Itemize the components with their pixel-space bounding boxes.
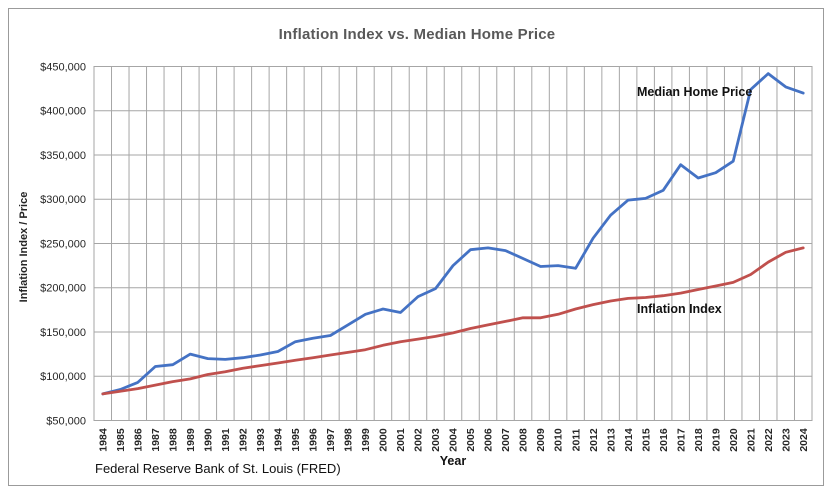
x-tick-label: 1993	[255, 428, 267, 452]
x-axis-title: Year	[439, 454, 467, 468]
series-line-median-home-price	[101, 72, 805, 396]
x-tick-label: 2007	[500, 428, 512, 452]
x-tick-label: 2012	[588, 428, 600, 452]
x-tick-label: 1997	[325, 428, 337, 452]
x-tick-label: 2010	[553, 428, 565, 452]
y-tick-label: $50,000	[46, 415, 86, 427]
y-tick-label: $400,000	[40, 106, 86, 118]
x-tick-label: 1994	[273, 428, 285, 452]
x-tick-label: 2015	[640, 428, 652, 452]
y-axis-title: Inflation Index / Price	[18, 191, 30, 303]
x-tick-label: 2006	[483, 428, 495, 452]
x-tick-label: 2008	[518, 428, 530, 452]
x-tick-labels: 1984 1985 1986 1987 1988 1989 1990 1991 1992 1993…	[97, 428, 809, 452]
x-tick-label: 2000	[378, 428, 390, 452]
x-tick-label: 1995	[290, 428, 302, 452]
chart-outer-border	[8, 8, 824, 486]
x-tick-label: 1989	[185, 428, 197, 452]
y-tick-label: $300,000	[40, 194, 86, 206]
x-tick-label: 2023	[780, 428, 792, 452]
x-tick-label: 2011	[570, 428, 582, 451]
gridlines	[93, 66, 813, 421]
series-label-median-home-price: Median Home Price	[637, 85, 753, 99]
x-tick-label: 2018	[693, 428, 705, 452]
x-tick-label: 2020	[728, 428, 740, 452]
x-tick-label: 2013	[605, 428, 617, 452]
x-tick-label: 1998	[343, 428, 355, 452]
y-tick-label: $250,000	[40, 238, 86, 250]
series-line-inflation-index	[101, 246, 805, 396]
plot-border	[93, 66, 813, 421]
x-tick-label: 2022	[763, 428, 775, 452]
series-label-inflation-index: Inflation Index	[637, 302, 722, 316]
x-tick-label: 2002	[413, 428, 425, 452]
x-tick-label: 2014	[623, 428, 635, 452]
x-tick-label: 1999	[360, 428, 372, 452]
chart-title: Inflation Index vs. Median Home Price	[278, 26, 556, 43]
x-tick-label: 2019	[710, 428, 722, 452]
x-tick-label: 2016	[658, 428, 670, 452]
x-tick-label: 1988	[167, 428, 179, 452]
x-tick-label: 2024	[798, 428, 810, 452]
y-tick-label: $100,000	[40, 371, 86, 383]
x-tick-label: 2005	[465, 428, 477, 452]
x-tick-label: 2021	[745, 428, 757, 452]
x-tick-label: 1996	[308, 428, 320, 452]
x-tick-label: 2017	[675, 428, 687, 452]
x-tick-label: 2004	[448, 428, 460, 452]
y-tick-label: $350,000	[40, 150, 86, 162]
x-tick-label: 1991	[220, 428, 232, 452]
x-tick-label: 2003	[430, 428, 442, 452]
x-tick-label: 1987	[150, 428, 162, 452]
x-tick-label: 1992	[238, 428, 250, 452]
x-tick-label: 2001	[395, 428, 407, 452]
x-tick-label: 1990	[203, 428, 215, 452]
y-tick-label: $450,000	[40, 61, 86, 73]
y-tick-label: $150,000	[40, 327, 86, 339]
x-tick-label: 1986	[132, 428, 144, 452]
y-tick-label: $200,000	[40, 283, 86, 295]
x-tick-label: 2009	[535, 428, 547, 452]
x-tick-label: 1985	[115, 428, 127, 452]
source-note: Federal Reserve Bank of St. Louis (FRED)	[95, 461, 341, 476]
x-tick-label: 1984	[97, 428, 109, 452]
y-tick-labels: $50,000 $100,000 $150,000 $200,000 $250,000 $…	[40, 61, 86, 427]
